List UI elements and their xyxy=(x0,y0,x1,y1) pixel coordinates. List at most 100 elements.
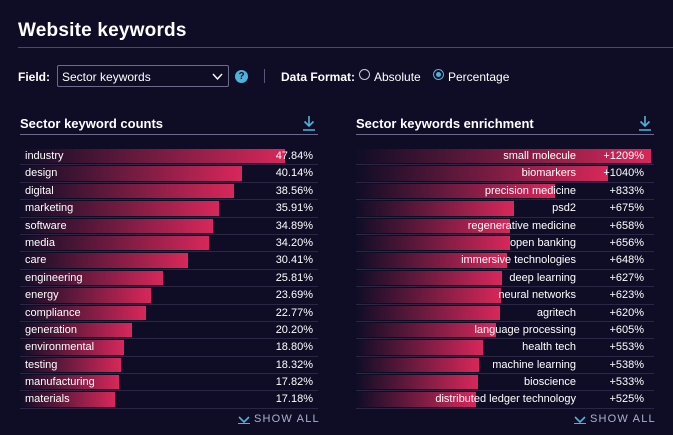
keyword-bar xyxy=(20,218,214,233)
right-show-all-label: SHOW ALL xyxy=(590,413,656,425)
keyword-label: software xyxy=(25,219,67,232)
right-keyword-list: small molecule +1209% biomarkers +1040% prec… xyxy=(356,148,654,409)
keyword-value: 40.14% xyxy=(275,167,313,180)
keyword-bar xyxy=(20,253,189,268)
right-panel-title: Sector keywords enrichment xyxy=(356,116,534,131)
keyword-row: open banking +656% xyxy=(356,235,654,253)
keyword-value: 17.82% xyxy=(275,376,313,389)
chevron-down-icon xyxy=(211,70,224,88)
keyword-bar xyxy=(356,340,484,355)
left-show-all-button[interactable]: SHOW ALL xyxy=(238,413,320,425)
left-panel-divider xyxy=(20,134,318,135)
keyword-label: bioscience xyxy=(524,376,576,389)
keyword-row: energy 23.69% xyxy=(20,287,318,305)
radio-absolute[interactable] xyxy=(359,69,370,80)
field-select[interactable]: Sector keywords xyxy=(57,65,229,87)
field-select-value: Sector keywords xyxy=(62,70,151,84)
keyword-bar xyxy=(356,149,651,164)
keyword-row: testing 18.32% xyxy=(20,357,318,375)
keyword-value: 35.91% xyxy=(275,202,313,215)
keyword-value: +533% xyxy=(609,376,644,389)
keyword-row: biomarkers +1040% xyxy=(356,165,654,183)
right-show-all-button[interactable]: SHOW ALL xyxy=(574,413,656,425)
keyword-value: 47.84% xyxy=(275,150,313,162)
keyword-row: engineering 25.81% xyxy=(20,270,318,288)
keyword-bar xyxy=(20,305,147,320)
keyword-value: +627% xyxy=(609,271,644,284)
keyword-label: distributed ledger technology xyxy=(435,393,576,406)
keyword-label: materials xyxy=(25,393,70,406)
left-show-all-label: SHOW ALL xyxy=(254,413,320,425)
keyword-row: health tech +553% xyxy=(356,339,654,357)
keyword-value: +656% xyxy=(609,236,644,249)
keyword-value: 23.69% xyxy=(275,289,313,302)
keyword-label: immersive technologies xyxy=(461,254,576,267)
keyword-row: neural networks +623% xyxy=(356,287,654,305)
keyword-row: precision medicine +833% xyxy=(356,183,654,201)
keyword-value: +553% xyxy=(609,341,644,354)
keyword-value: 18.80% xyxy=(275,341,313,354)
radio-percentage[interactable] xyxy=(433,69,444,80)
keyword-bar xyxy=(20,166,243,181)
keyword-label: agritech xyxy=(536,306,576,319)
keyword-bar xyxy=(356,357,480,373)
keyword-label: precision medicine xyxy=(484,184,576,197)
download-icon[interactable] xyxy=(302,115,316,136)
keyword-label: design xyxy=(25,167,58,180)
keyword-label: psd2 xyxy=(552,202,576,215)
keyword-label: marketing xyxy=(25,202,74,215)
keyword-bar xyxy=(20,235,210,251)
keyword-row: manufacturing 17.82% xyxy=(20,374,318,392)
keyword-row: industry 47.84% xyxy=(20,148,318,166)
keyword-value: +525% xyxy=(609,393,644,406)
keyword-row: psd2 +675% xyxy=(356,200,654,218)
keyword-label: compliance xyxy=(25,306,81,319)
keyword-label: deep learning xyxy=(509,271,576,284)
keyword-row: machine learning +538% xyxy=(356,357,654,375)
keyword-bar xyxy=(356,253,508,268)
right-panel-divider xyxy=(356,134,654,135)
keyword-value: 34.20% xyxy=(275,236,313,249)
keyword-bar xyxy=(356,288,502,303)
keyword-value: +1209% xyxy=(603,150,644,162)
keyword-value: +605% xyxy=(609,323,644,336)
field-label: Field: xyxy=(18,70,50,84)
keyword-row: generation 20.20% xyxy=(20,322,318,340)
keyword-bar xyxy=(356,218,511,233)
keyword-label: generation xyxy=(25,323,77,336)
keyword-value: +1040% xyxy=(603,167,644,180)
keyword-row: materials 17.18% xyxy=(20,391,318,409)
keyword-bar xyxy=(20,201,219,216)
radio-percentage-label[interactable]: Percentage xyxy=(448,70,510,84)
keyword-row: agritech +620% xyxy=(356,305,654,322)
keyword-bar xyxy=(20,357,122,373)
keyword-value: 38.56% xyxy=(275,184,313,197)
download-icon[interactable] xyxy=(638,115,652,136)
keyword-bar xyxy=(356,392,476,407)
keyword-bar xyxy=(356,305,501,320)
keyword-bar xyxy=(20,340,125,355)
keyword-row: compliance 22.77% xyxy=(20,305,318,322)
keyword-label: health tech xyxy=(522,341,576,354)
chevron-down-icon xyxy=(574,416,586,424)
keyword-label: regenerative medicine xyxy=(467,219,576,232)
keyword-label: language processing xyxy=(474,323,576,336)
keyword-label: testing xyxy=(25,358,58,371)
chevron-down-icon xyxy=(238,416,250,424)
keyword-bar xyxy=(20,270,163,286)
keyword-label: neural networks xyxy=(498,289,576,302)
keyword-value: +538% xyxy=(609,358,644,371)
keyword-bar xyxy=(356,183,555,199)
keyword-label: care xyxy=(25,254,47,267)
keyword-bar xyxy=(20,183,234,199)
left-keyword-list: industry 47.84% design 40.14% digital 38.56% m… xyxy=(20,148,318,409)
keyword-row: regenerative medicine +658% xyxy=(356,218,654,235)
page-title: Website keywords xyxy=(18,20,187,41)
help-icon[interactable]: ? xyxy=(235,70,248,83)
title-divider xyxy=(18,47,673,48)
keyword-row: digital 38.56% xyxy=(20,183,318,201)
keyword-label: environmental xyxy=(25,341,95,354)
keyword-bar xyxy=(20,375,119,390)
radio-absolute-label[interactable]: Absolute xyxy=(374,70,421,84)
left-panel-title: Sector keyword counts xyxy=(20,116,164,131)
